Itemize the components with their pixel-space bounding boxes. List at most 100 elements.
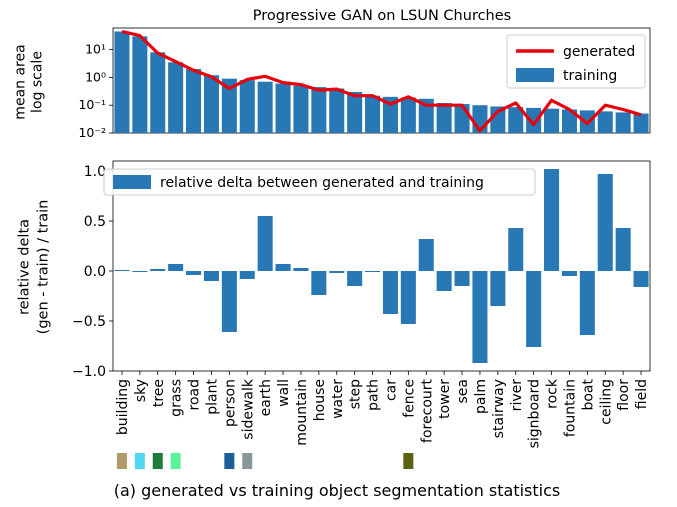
top-chart-plot: 10¹ 10⁰ 10⁻¹ 10⁻² generated training (78, 27, 651, 140)
x-tick-label-tower: tower (437, 379, 453, 419)
training-bar-wall (275, 83, 291, 133)
training-bar-plant (203, 75, 219, 133)
training-bar-forecourt (418, 98, 434, 133)
swatch-sky (134, 453, 145, 469)
generated-line (121, 29, 642, 133)
bottom-ytick-label: 0.0 (84, 264, 106, 280)
bottom-legend: relative delta between generated and tra… (103, 168, 536, 196)
delta-bar-house (311, 271, 327, 295)
delta-bar-building (114, 270, 130, 271)
x-tick-label-plant: plant (204, 378, 220, 414)
training-bar-tower (436, 103, 452, 133)
delta-bar-path (365, 271, 381, 272)
legend-training-swatch (516, 68, 554, 82)
x-tick-label-stairway: stairway (491, 379, 507, 438)
bottom-chart-frame (112, 160, 651, 372)
delta-bar-signboard (526, 271, 542, 347)
delta-bar-sky (132, 271, 148, 272)
training-bar-sidewalk (239, 80, 255, 133)
x-tick-label-river: river (509, 379, 525, 412)
delta-bar-palm (472, 271, 488, 363)
x-tick-label-sea: sea (455, 379, 471, 404)
training-bar-mountain (293, 85, 309, 133)
x-tick-label-water: water (330, 379, 346, 419)
x-tick-label-earth: earth (258, 379, 274, 416)
top-legend: generated training (506, 34, 646, 89)
x-tick-label-forecourt: forecourt (419, 378, 435, 442)
training-bar-tree (150, 52, 166, 133)
x-tick-label-wall: wall (276, 379, 292, 407)
x-tick-labels: building sky tree grass road plant person sidew… (115, 371, 650, 448)
top-ytick-label: 10⁰ (85, 69, 106, 84)
top-chart-ylabel: mean arealog scale (12, 44, 45, 119)
training-bar-building (114, 31, 130, 133)
x-tick-label-sky: sky (133, 379, 149, 402)
ylabel-line: (gen - train) / train (36, 200, 52, 335)
swatch-tree (152, 453, 163, 469)
x-tick-label-field: field (634, 379, 650, 409)
training-bar-earth (257, 81, 273, 133)
delta-bar-rock (544, 169, 560, 271)
ylabel-line: log scale (29, 51, 45, 113)
delta-bar-forecourt (418, 239, 434, 271)
legend-delta-label: relative delta between generated and tra… (160, 175, 484, 191)
delta-bar-road (186, 271, 202, 275)
delta-bar-water (329, 271, 345, 273)
top-ytick-label: 10⁻² (78, 125, 106, 140)
bottom-ytick-label: 0.5 (84, 214, 106, 230)
legend-delta-swatch (113, 175, 151, 189)
x-tick-label-ceiling: ceiling (598, 379, 614, 425)
delta-bar-mountain (293, 268, 309, 271)
x-tick-label-signboard: signboard (527, 379, 543, 448)
x-tick-label-road: road (187, 379, 203, 410)
training-bar-house (311, 87, 327, 133)
delta-bar-stairway (490, 271, 506, 306)
x-tick-label-mountain: mountain (294, 379, 310, 446)
training-bar-fence (400, 97, 416, 133)
x-tick-label-sidewalk: sidewalk (240, 378, 256, 440)
bottom-chart-ylabel: relative delta (gen - train) / train (17, 200, 52, 335)
legend-training-label: training (563, 68, 617, 84)
legend-generated-label: generated (563, 44, 635, 60)
bottom-chart-plot: 1.0 0.5 0.0 −0.5 −1.0 relative delta between … (72, 160, 651, 380)
swatch-grass (170, 453, 181, 469)
x-tick-label-car: car (383, 379, 399, 401)
training-bar-ceiling (597, 111, 613, 133)
training-bar-rock (544, 108, 560, 133)
training-bar-sea (454, 104, 470, 133)
figure-caption: (a) generated vs training object segment… (114, 481, 561, 500)
ylabel-line: relative delta (17, 219, 33, 315)
training-bar-road (186, 69, 202, 133)
color-swatch-row (116, 453, 414, 469)
top-ytick-label: 10⁻¹ (78, 97, 106, 112)
training-bar-river (508, 107, 524, 133)
delta-bar-floor (615, 228, 631, 271)
top-ytick-label: 10¹ (85, 42, 106, 57)
delta-bar-tree (150, 269, 166, 271)
swatch-fence (403, 453, 414, 469)
x-tick-label-step: step (348, 379, 364, 409)
delta-bar-plant (203, 271, 219, 281)
x-tick-label-grass: grass (169, 379, 185, 417)
x-tick-label-tree: tree (151, 379, 167, 407)
x-tick-label-path: path (366, 379, 382, 411)
training-bar-sky (132, 36, 148, 133)
training-bar-person (221, 78, 237, 133)
ylabel-line: mean area (12, 44, 28, 119)
delta-bar-grass (168, 264, 184, 271)
delta-bar-car (382, 271, 398, 314)
swatch-person (224, 453, 235, 469)
training-bar-field (633, 113, 649, 133)
delta-bar-step (347, 271, 363, 286)
x-tick-label-fence: fence (401, 379, 417, 418)
delta-bar-river (508, 228, 524, 271)
delta-bar-field (633, 271, 649, 287)
delta-bar-person (221, 271, 237, 332)
training-bar-car (382, 96, 398, 133)
bottom-ytick-label: −0.5 (72, 314, 106, 330)
training-bar-signboard (526, 107, 542, 133)
bottom-ytick-label: −1.0 (72, 364, 106, 380)
delta-bar-tower (436, 271, 452, 291)
swatch-sidewalk (242, 453, 253, 469)
